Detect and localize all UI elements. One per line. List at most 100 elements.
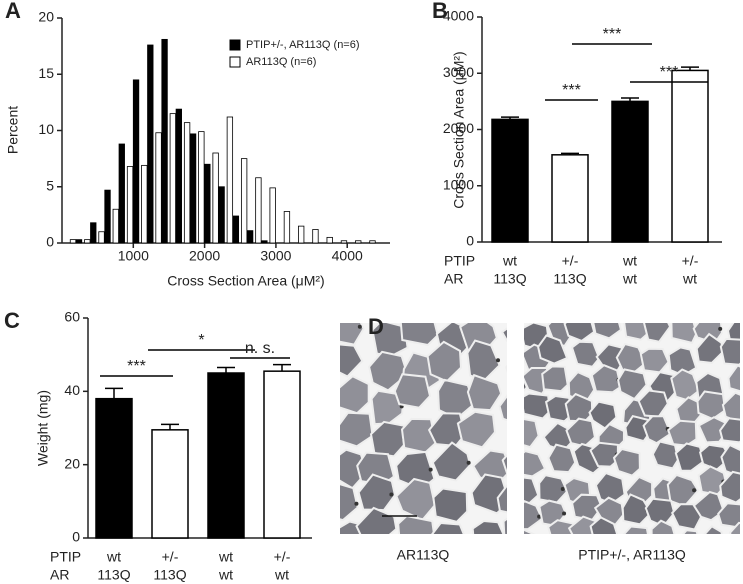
bar xyxy=(340,240,348,244)
significance-label: n. s. xyxy=(245,340,275,357)
nucleus xyxy=(538,302,542,306)
bar xyxy=(90,222,97,244)
x-tick-label: wt xyxy=(218,567,233,583)
x-tick-label: 3000 xyxy=(260,248,291,264)
nucleus xyxy=(562,511,567,516)
muscle-fiber xyxy=(431,441,472,482)
muscle-fiber xyxy=(299,479,335,513)
y-axis-label: Weight (mg) xyxy=(35,390,51,466)
muscle-fiber xyxy=(700,553,731,583)
y-axis-label: Percent xyxy=(5,106,21,154)
significance-label: * xyxy=(198,332,204,349)
muscle-fiber xyxy=(498,394,507,422)
bar xyxy=(132,79,140,244)
panel-label: A xyxy=(5,0,21,23)
nucleus xyxy=(329,473,333,477)
bar xyxy=(261,240,268,244)
bar xyxy=(246,230,254,244)
y-tick-label: 5 xyxy=(46,177,54,193)
muscle-fiber xyxy=(537,334,569,365)
muscle-fiber xyxy=(397,514,435,534)
bar xyxy=(255,177,262,244)
nucleus xyxy=(718,326,723,331)
x-tick-label: 113Q xyxy=(153,567,186,583)
muscle-fiber xyxy=(643,323,672,343)
muscle-fiber xyxy=(471,519,505,534)
x-tick-label: wt xyxy=(274,567,289,583)
muscle-fiber xyxy=(474,287,510,320)
significance-label: *** xyxy=(562,82,581,99)
y-tick-label: 3000 xyxy=(443,64,474,80)
nucleus xyxy=(466,460,471,465)
bar xyxy=(189,133,197,244)
bar xyxy=(151,429,189,539)
nucleus xyxy=(437,288,441,292)
muscle-fiber xyxy=(369,279,406,312)
bar xyxy=(369,240,376,244)
legend-swatch xyxy=(229,39,241,51)
nucleus xyxy=(692,488,697,493)
y-axis-label: Cross Section Area (μM²) xyxy=(451,51,467,208)
muscle-fiber xyxy=(340,400,343,409)
y-tick-label: 20 xyxy=(38,9,54,25)
nucleus xyxy=(402,293,406,297)
bar xyxy=(212,152,219,244)
muscle-fiber xyxy=(300,454,332,494)
legend-swatch xyxy=(229,56,241,68)
x-tick-label: wt xyxy=(218,549,233,565)
muscle-fiber xyxy=(592,323,623,340)
bar xyxy=(551,154,589,243)
image-caption: AR113Q xyxy=(397,547,450,563)
muscle-fiber xyxy=(727,364,740,393)
x-axis-label: Cross Section Area (μM²) xyxy=(167,273,324,289)
y-tick-label: 0 xyxy=(72,529,80,545)
muscle-fiber xyxy=(681,529,699,534)
x-tick-label: 113Q xyxy=(553,271,586,287)
y-tick-label: 4000 xyxy=(443,8,474,24)
muscle-fiber xyxy=(541,365,569,393)
bar xyxy=(69,239,77,244)
nucleus xyxy=(462,538,466,542)
bar xyxy=(671,69,709,243)
y-tick-label: 0 xyxy=(46,234,54,250)
y-tick-label: 2000 xyxy=(443,120,474,136)
muscle-fiber xyxy=(674,442,705,472)
muscle-fiber xyxy=(340,362,344,374)
bar xyxy=(183,122,191,244)
x-tick-label: wt xyxy=(682,271,697,287)
muscle-fiber xyxy=(620,284,647,313)
muscle-fiber xyxy=(486,289,515,314)
muscle-fiber xyxy=(432,487,469,523)
bar xyxy=(269,187,276,244)
significance-label: *** xyxy=(127,358,146,375)
bar xyxy=(611,100,649,243)
bar xyxy=(112,208,119,244)
muscle-fiber xyxy=(721,391,740,424)
row-label: AR xyxy=(50,567,69,583)
muscle-fiber xyxy=(340,324,343,334)
bar xyxy=(95,397,133,539)
muscle-fiber xyxy=(541,282,567,312)
muscle-fiber xyxy=(334,271,369,310)
muscle-fiber xyxy=(399,323,439,347)
muscle-fiber xyxy=(524,500,544,531)
nucleus xyxy=(517,458,521,462)
muscle-fiber xyxy=(501,453,507,477)
muscle-fiber xyxy=(288,285,323,323)
muscle-fiber xyxy=(728,521,740,534)
y-tick-label: 40 xyxy=(64,382,80,398)
muscle-fiber xyxy=(524,476,540,505)
y-tick-label: 60 xyxy=(64,309,80,325)
nucleus xyxy=(354,501,359,506)
x-tick-label: +/- xyxy=(162,549,179,565)
bar xyxy=(207,372,245,539)
nucleus xyxy=(537,514,542,519)
bar xyxy=(175,108,182,244)
nucleus xyxy=(524,384,525,388)
x-tick-label: 1000 xyxy=(118,248,149,264)
bar xyxy=(263,370,301,539)
muscle-fiber xyxy=(406,273,441,311)
muscle-fiber xyxy=(500,327,507,343)
